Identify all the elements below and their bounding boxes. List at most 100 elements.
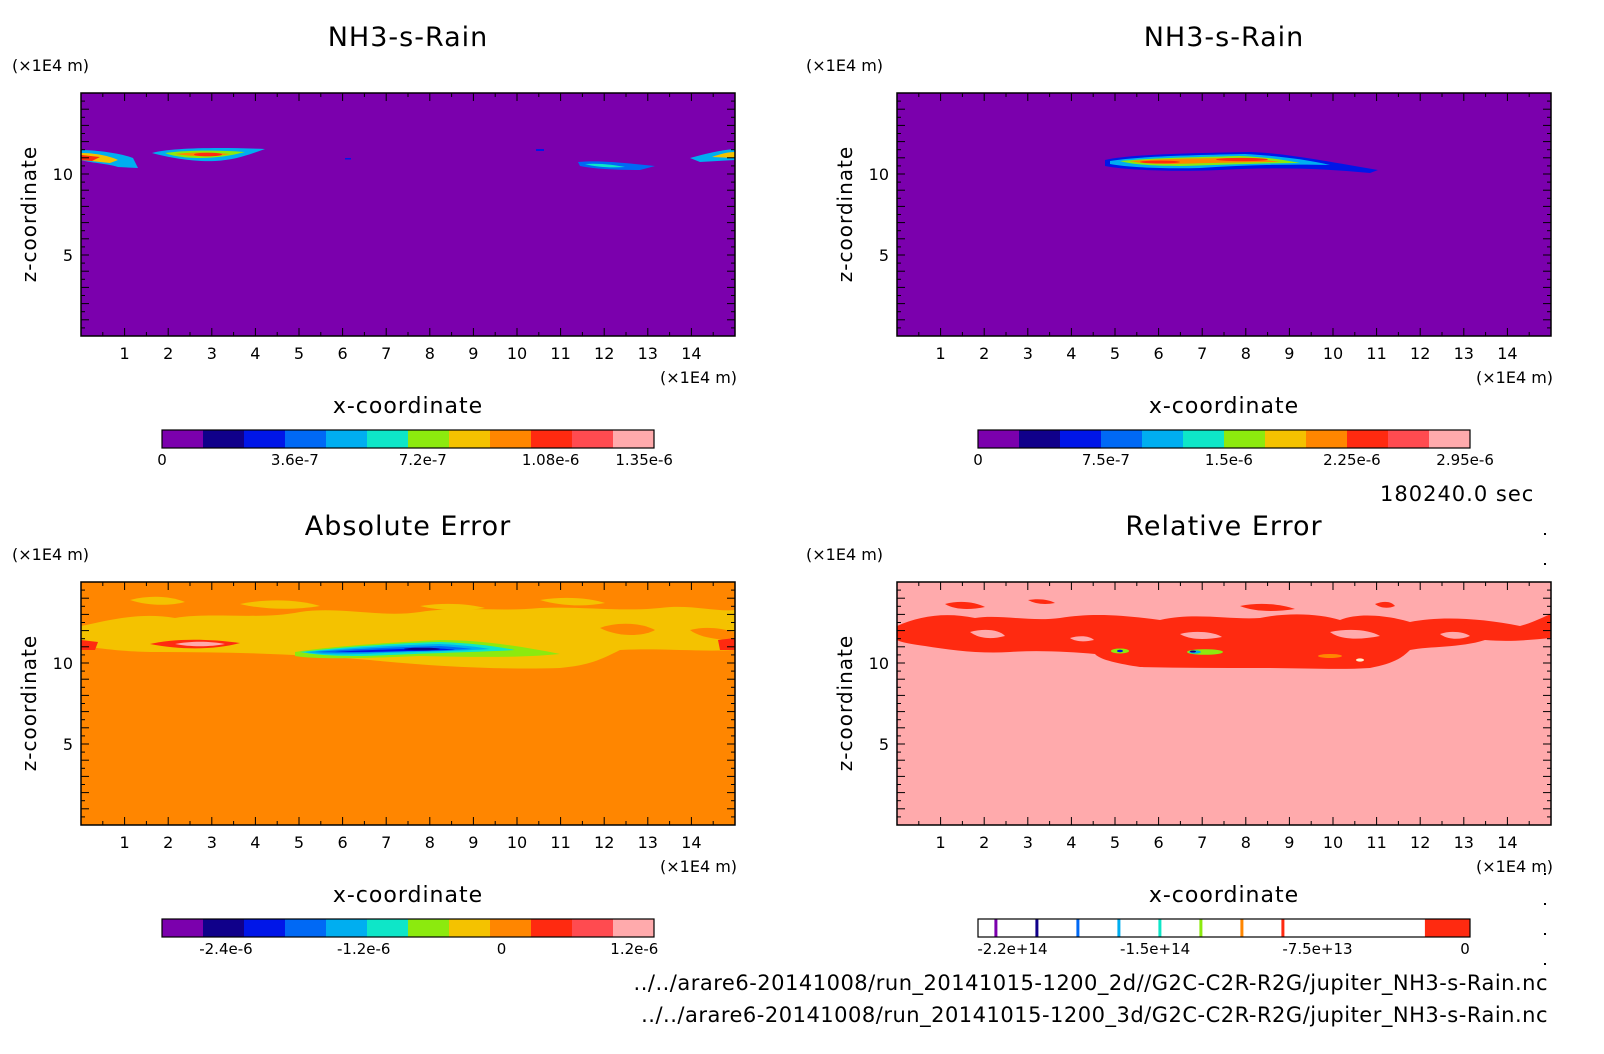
- y-axis: 5 10: [869, 581, 1551, 826]
- x-tick-label: 9: [1284, 833, 1294, 852]
- colorbar-segment: [367, 430, 409, 448]
- x-axis-label: x-coordinate: [1149, 883, 1299, 908]
- y-unit-label: (×1E4 m): [806, 56, 883, 75]
- rain-speck: [345, 158, 351, 160]
- colorbar: -2.2e+14 -1.5e+14 -7.5e+13 0: [977, 918, 1471, 958]
- x-tick-label: 13: [1454, 833, 1474, 852]
- rain-features: [81, 148, 735, 170]
- x-tick-label: 9: [1284, 344, 1294, 363]
- x-tick-label: 7: [381, 344, 391, 363]
- rain-band-mid-max: [194, 152, 222, 157]
- colorbar-segment: [978, 919, 1470, 937]
- colorbar-segment: [449, 430, 491, 448]
- panel-title: NH3-s-Rain: [328, 22, 489, 53]
- x-tick-label: 1: [936, 833, 946, 852]
- rel-error-patch: [1375, 601, 1395, 608]
- x-tick-label: 11: [1366, 344, 1386, 363]
- colorbar-tick-label: 1.08e-6: [522, 451, 580, 469]
- x-tick-label: 1: [120, 344, 130, 363]
- colorbar: 0 7.5e-7 1.5e-6 2.25e-6 2.95e-6: [973, 429, 1494, 469]
- plot-area: [897, 93, 1551, 336]
- rel-hole: [1330, 629, 1380, 639]
- x-tick-label: 12: [1410, 344, 1430, 363]
- x-tick-label: 2: [163, 344, 173, 363]
- colorbar-tick-label: 1.5e-6: [1205, 451, 1253, 469]
- rel-speck-blue: [1190, 650, 1196, 653]
- dot-marker: [1544, 533, 1546, 535]
- colorbar-segment: [408, 430, 450, 448]
- x-tick-label: 14: [1497, 833, 1517, 852]
- x-tick-label: 4: [250, 833, 260, 852]
- colorbar-tick-label: 0: [497, 940, 507, 958]
- x-tick-label: 4: [1066, 833, 1076, 852]
- rain-band-edge-core: [712, 152, 735, 158]
- y-axis: 5 10: [53, 581, 735, 826]
- rel-hole: [1440, 631, 1470, 639]
- x-tick-label: 9: [468, 344, 478, 363]
- x-tick-label: 12: [594, 344, 614, 363]
- error-orange-hole2: [690, 627, 735, 640]
- x-tick-label: 13: [638, 344, 658, 363]
- colorbar-segment: [326, 430, 368, 448]
- colorbar-tick-label: 1.2e-6: [610, 940, 658, 958]
- colorbar-segment: [613, 919, 655, 937]
- colorbar-tick-label: 7.5e-7: [1082, 451, 1130, 469]
- x-tick-label: 6: [1154, 344, 1164, 363]
- rain-band-right-core: [585, 163, 625, 168]
- panel-title: Absolute Error: [305, 511, 511, 542]
- x-tick-label: 14: [1497, 344, 1517, 363]
- y-tick-label: 10: [869, 654, 889, 673]
- x-tick-label: 4: [250, 344, 260, 363]
- simulation-time: 180240.0 sec: [1380, 482, 1535, 506]
- x-tick-label: 10: [507, 833, 527, 852]
- x-tick-label: 3: [1023, 344, 1033, 363]
- colorbar-segment: [1424, 919, 1470, 937]
- x-unit-label: (×1E4 m): [1476, 368, 1553, 387]
- y-axis-label: z-coordinate: [17, 635, 41, 771]
- colorbar-segment: [490, 430, 532, 448]
- colorbar-segment: [531, 919, 573, 937]
- error-patch-top3: [540, 597, 605, 606]
- error-red-edge: [81, 640, 98, 650]
- y-tick-label: 5: [63, 735, 73, 754]
- rel-error-patch: [945, 601, 985, 609]
- x-tick-label: 14: [681, 833, 701, 852]
- colorbar-segment: [1429, 430, 1471, 448]
- colorbar-segment: [285, 430, 327, 448]
- colorbar-segment: [1117, 919, 1121, 937]
- y-axis-label: z-coordinate: [833, 635, 857, 771]
- colorbar-segment: [613, 430, 655, 448]
- x-unit-label: (×1E4 m): [1476, 857, 1553, 876]
- x-tick-label: 11: [550, 833, 570, 852]
- x-axis-label: x-coordinate: [1149, 394, 1299, 419]
- panel-absolute-error: Absolute Error (×1E4 m) 1 2 3 4 5 6 7 8 9 10 11 12 1…: [12, 511, 737, 958]
- y-axis: 5 10: [869, 92, 1551, 337]
- rel-hole: [1180, 631, 1222, 639]
- x-tick-label: 2: [979, 344, 989, 363]
- colorbar-segment: [1265, 430, 1307, 448]
- rel-hole: [970, 629, 1005, 639]
- colorbar-segment: [1240, 919, 1244, 937]
- dot-marker: [1544, 873, 1546, 875]
- colorbar-segment: [1388, 430, 1430, 448]
- rain-band-left-peak: [81, 155, 100, 161]
- x-tick-label: 1: [936, 344, 946, 363]
- error-patch-top1: [130, 596, 185, 605]
- dot-marker: [1544, 933, 1546, 935]
- colorbar-tick-label: 1.35e-6: [615, 451, 673, 469]
- error-neg-peak: [404, 647, 440, 651]
- colorbar-segment: [1347, 430, 1389, 448]
- dot-marker: [1544, 963, 1546, 965]
- colorbar-segment: [203, 919, 245, 937]
- colorbar-tick-label: -1.5e+14: [1120, 940, 1190, 958]
- x-tick-label: 5: [1110, 344, 1120, 363]
- colorbar: 0 3.6e-7 7.2e-7 1.08e-6 1.35e-6: [157, 429, 673, 469]
- dot-marker: [1544, 563, 1546, 565]
- x-tick-label: 10: [507, 344, 527, 363]
- rel-speck-light: [1356, 658, 1364, 662]
- x-tick-label: 11: [1366, 833, 1386, 852]
- error-features: [897, 599, 1551, 669]
- colorbar-segment: [572, 430, 614, 448]
- panel-title: NH3-s-Rain: [1144, 22, 1305, 53]
